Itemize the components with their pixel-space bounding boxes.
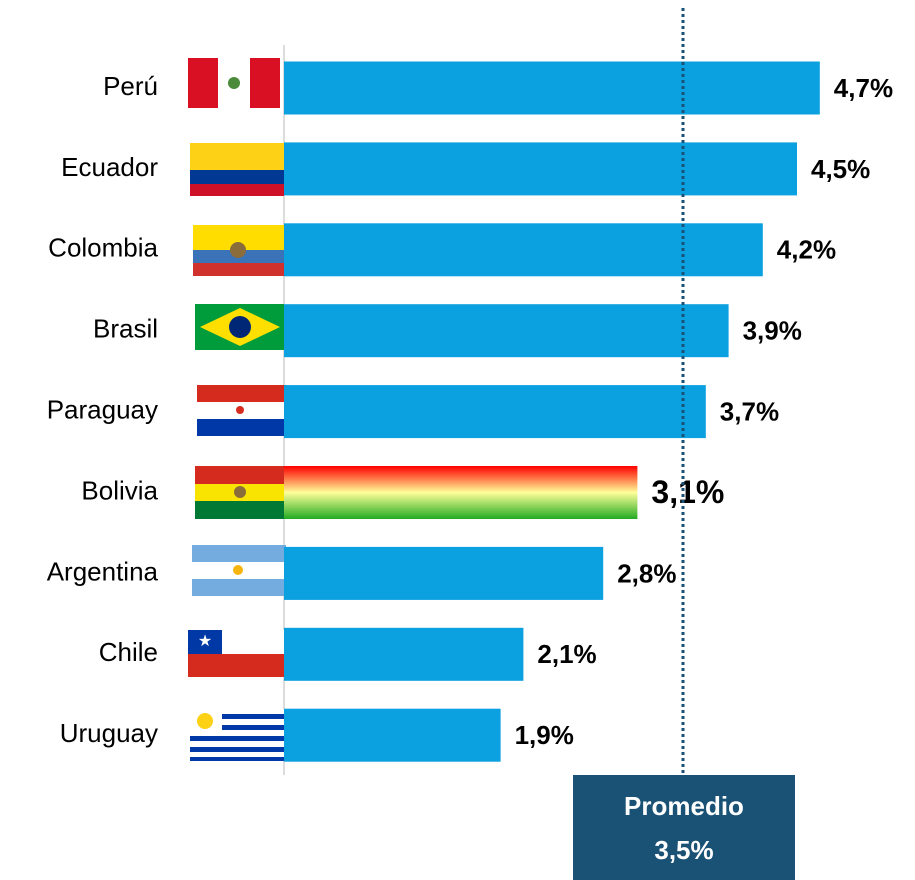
category-label: Ecuador <box>61 152 158 182</box>
category-label: Bolivia <box>81 475 158 505</box>
average-box <box>573 775 795 880</box>
category-label: Perú <box>103 71 158 101</box>
bar <box>284 61 820 115</box>
category-label: Chile <box>99 637 158 667</box>
value-label: 3,7% <box>720 396 779 426</box>
category-label: Colombia <box>48 233 158 263</box>
average-label: Promedio <box>624 791 744 821</box>
bar <box>284 546 604 600</box>
value-label: 4,7% <box>834 73 893 103</box>
value-label: 4,2% <box>777 235 836 265</box>
bar <box>284 627 524 681</box>
category-label: Uruguay <box>60 718 158 748</box>
value-label: 2,8% <box>617 558 676 588</box>
category-label: Paraguay <box>47 394 158 424</box>
average-value-label: 3,5% <box>654 835 713 865</box>
bar <box>284 304 729 358</box>
bar <box>284 466 638 519</box>
bar <box>284 223 763 277</box>
category-label: Argentina <box>47 556 159 586</box>
svg-text:★: ★ <box>198 633 212 650</box>
bar <box>284 708 501 762</box>
flags: ★ <box>188 58 286 761</box>
bar <box>284 385 706 439</box>
value-label: 3,1% <box>651 474 724 510</box>
value-label: 3,9% <box>743 316 802 346</box>
value-label: 1,9% <box>515 720 574 750</box>
value-label: 4,5% <box>811 154 870 184</box>
category-label: Brasil <box>93 314 158 344</box>
bar <box>284 142 797 196</box>
value-label: 2,1% <box>537 639 596 669</box>
